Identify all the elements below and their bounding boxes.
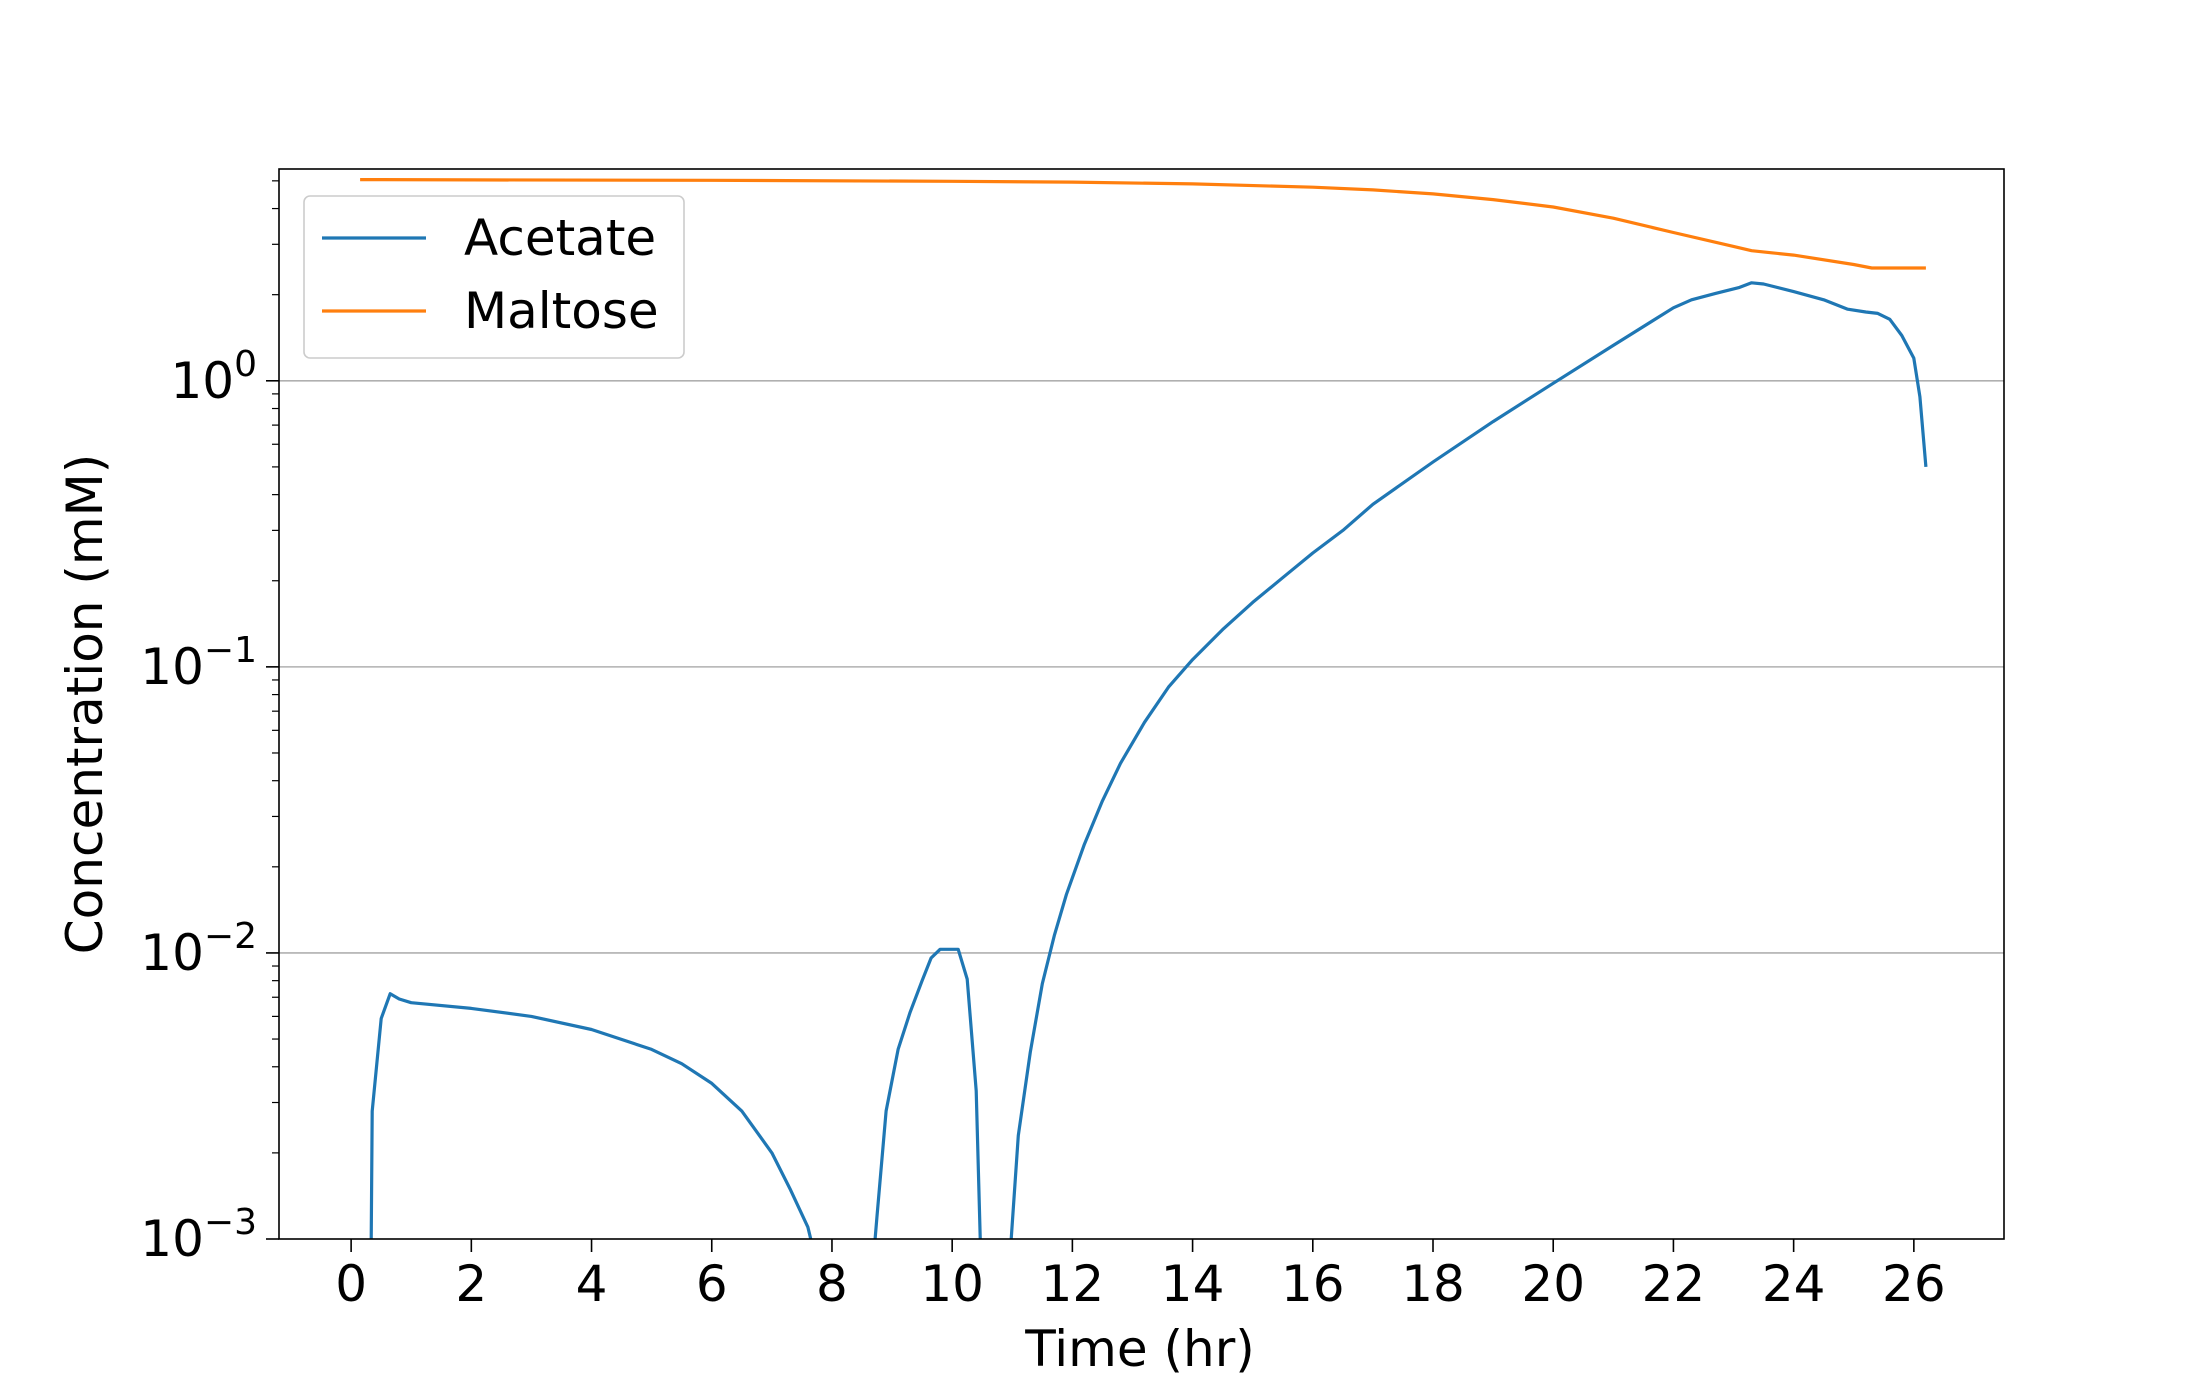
x-tick-label: 26 (1882, 1255, 1946, 1313)
y-tick-label: 10−1 (140, 630, 257, 696)
x-tick-label: 4 (576, 1255, 608, 1313)
x-tick-label: 6 (696, 1255, 728, 1313)
x-tick-label: 18 (1401, 1255, 1465, 1313)
legend: Acetate Maltose (303, 195, 685, 359)
y-axis-label: Concentration (mM) (56, 454, 114, 954)
y-tick-base: 10 (140, 638, 204, 696)
legend-label: Maltose (464, 282, 659, 340)
y-tick-exponent: −3 (204, 1202, 257, 1243)
x-tick-label: 16 (1281, 1255, 1345, 1313)
plot-frame (278, 168, 2005, 1240)
y-tick-label: 10−2 (140, 916, 257, 982)
y-tick-base: 10 (140, 924, 204, 982)
x-tick-label: 10 (920, 1255, 984, 1313)
y-tick-base: 10 (140, 1210, 204, 1268)
x-tick-label: 14 (1161, 1255, 1225, 1313)
y-tick-base: 10 (170, 352, 234, 410)
x-tick-label: 12 (1041, 1255, 1105, 1313)
x-tick-label: 2 (455, 1255, 487, 1313)
y-tick-label: 10−3 (140, 1202, 257, 1268)
y-tick-exponent: 0 (234, 344, 257, 385)
series-line-maltose (360, 178, 1926, 270)
series-lines (360, 178, 1928, 1239)
x-tick-label: 0 (335, 1255, 367, 1313)
y-tick-label: 100 (170, 344, 257, 410)
y-tick-exponent: −1 (204, 630, 257, 671)
series-line-acetate (1009, 281, 1928, 1239)
x-tick-label: 8 (816, 1255, 848, 1313)
series-line-acetate (873, 947, 982, 1239)
y-tick-exponent: −2 (204, 916, 257, 957)
legend-label: Acetate (464, 209, 656, 267)
x-axis-label: Time (hr) (1024, 1320, 1255, 1378)
x-tick-label: 22 (1642, 1255, 1706, 1313)
x-axis-ticks: 0 2 4 6 8 10 12 14 16 18 20 22 24 26 (335, 1239, 1946, 1313)
x-tick-label: 20 (1521, 1255, 1585, 1313)
x-tick-label: 24 (1762, 1255, 1826, 1313)
y-grid (279, 379, 2004, 954)
series-line-acetate (369, 992, 813, 1239)
